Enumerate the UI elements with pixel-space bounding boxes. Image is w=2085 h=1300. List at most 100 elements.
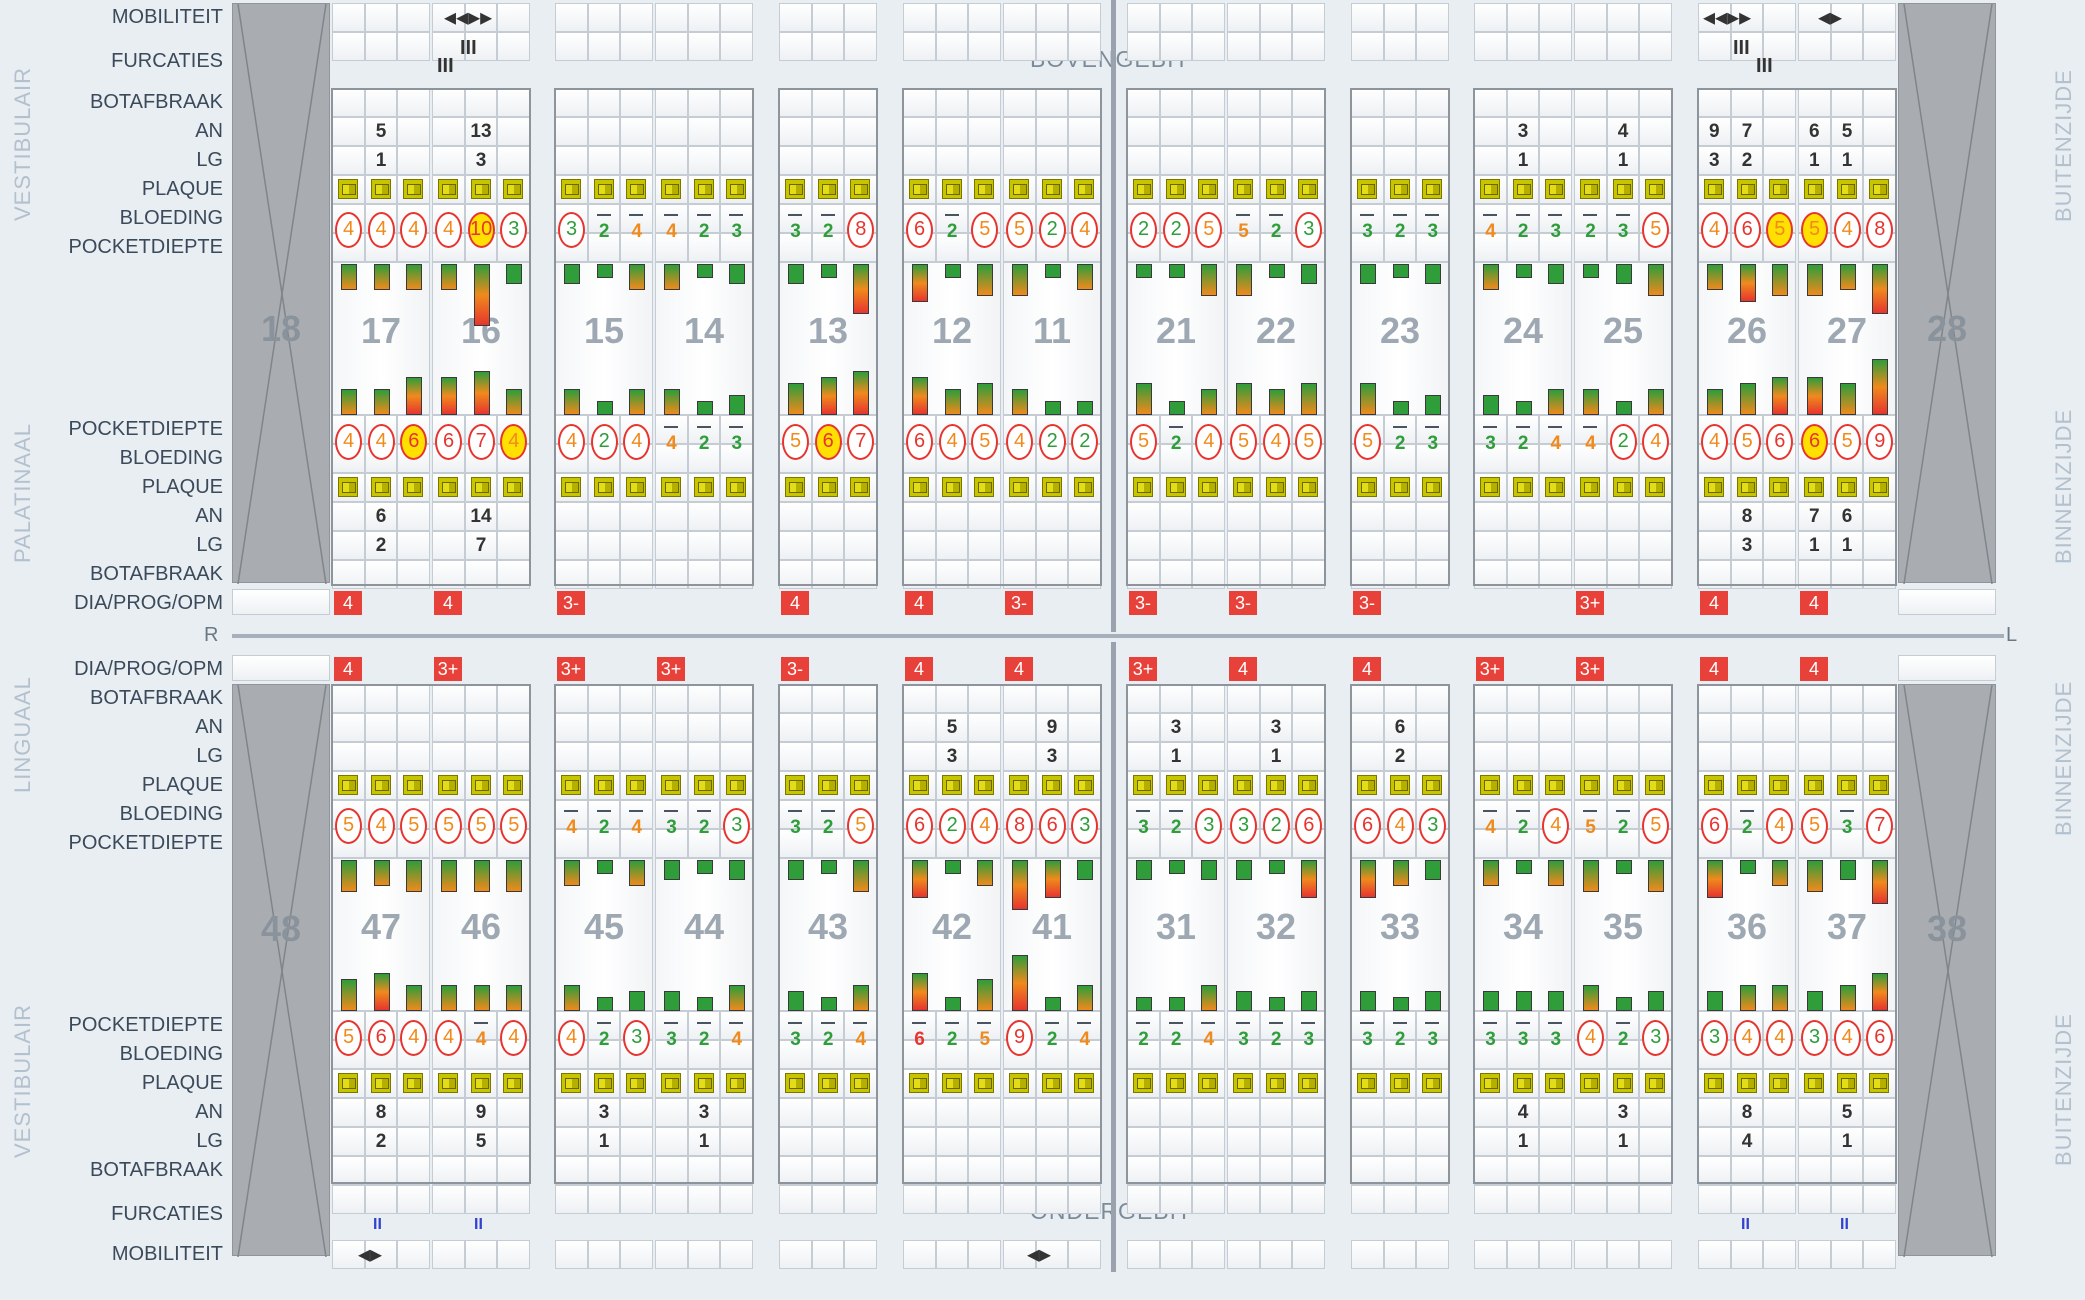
measure-cell[interactable] [1227,1240,1260,1269]
measure-cell[interactable] [464,1011,498,1040]
measure-cell[interactable] [687,233,721,262]
measure-cell[interactable] [1506,88,1540,117]
measure-cell[interactable] [364,1185,398,1214]
measure-cell[interactable] [844,1240,877,1269]
measure-cell[interactable] [968,502,1001,531]
measure-cell[interactable] [1035,1040,1069,1069]
measure-cell[interactable] [1763,1185,1796,1214]
measure-cell[interactable] [1383,1185,1417,1214]
measure-cell[interactable] [1159,1011,1193,1040]
measure-cell[interactable] [1068,1156,1101,1185]
measure-cell[interactable] [432,1127,465,1156]
dia-cell[interactable] [232,655,330,681]
measure-cell[interactable] [1292,1156,1325,1185]
measure-cell[interactable] [587,1185,621,1214]
measure-cell[interactable] [844,1040,877,1069]
measure-cell[interactable] [811,502,845,531]
measure-cell[interactable] [1383,88,1417,117]
measure-cell[interactable] [655,204,688,233]
measure-cell[interactable] [935,146,969,175]
measure-cell[interactable] [332,117,365,146]
measure-cell[interactable] [1159,1185,1193,1214]
measure-cell[interactable] [1506,1098,1540,1127]
measure-cell[interactable] [1639,1240,1672,1269]
measure-cell[interactable] [1730,560,1764,589]
measure-cell[interactable] [332,742,365,771]
diagnosis-tag[interactable]: 4 [905,657,933,681]
measure-cell[interactable] [464,32,498,61]
measure-cell[interactable] [779,502,812,531]
measure-cell[interactable] [903,1156,936,1185]
measure-cell[interactable] [1292,684,1325,713]
measure-cell[interactable] [1506,1156,1540,1185]
measure-cell[interactable] [655,531,688,560]
measure-cell[interactable] [1159,742,1193,771]
measure-cell[interactable] [1830,1127,1864,1156]
measure-cell[interactable] [1798,3,1831,32]
measure-cell[interactable] [935,1156,969,1185]
measure-cell[interactable] [844,742,877,771]
measure-cell[interactable] [1416,32,1449,61]
measure-cell[interactable] [1159,531,1193,560]
measure-cell[interactable] [1035,560,1069,589]
measure-cell[interactable] [1068,3,1101,32]
measure-cell[interactable] [497,3,530,32]
measure-cell[interactable] [687,1127,721,1156]
measure-cell[interactable] [432,146,465,175]
measure-cell[interactable] [1539,684,1572,713]
measure-cell[interactable] [1863,684,1896,713]
measure-cell[interactable] [1698,713,1731,742]
measure-cell[interactable] [1863,88,1896,117]
measure-cell[interactable] [1474,742,1507,771]
measure-cell[interactable] [655,233,688,262]
measure-cell[interactable] [1003,117,1036,146]
measure-cell[interactable] [1227,204,1260,233]
measure-cell[interactable] [1416,415,1449,444]
measure-cell[interactable] [1227,1040,1260,1069]
measure-cell[interactable] [497,713,530,742]
measure-cell[interactable] [1416,742,1449,771]
measure-cell[interactable] [1127,1240,1160,1269]
measure-cell[interactable] [1763,117,1796,146]
measure-cell[interactable] [1506,204,1540,233]
measure-cell[interactable] [1068,1185,1101,1214]
measure-cell[interactable] [464,117,498,146]
measure-cell[interactable] [1292,1127,1325,1156]
measure-cell[interactable] [935,684,969,713]
measure-cell[interactable] [1798,713,1831,742]
measure-cell[interactable] [464,742,498,771]
measure-cell[interactable] [1227,560,1260,589]
measure-cell[interactable] [1416,146,1449,175]
measure-cell[interactable] [1506,800,1540,829]
measure-cell[interactable] [1539,531,1572,560]
measure-cell[interactable] [1606,204,1640,233]
measure-cell[interactable] [720,1240,753,1269]
measure-cell[interactable] [1539,146,1572,175]
measure-cell[interactable] [1351,146,1384,175]
measure-cell[interactable] [844,1185,877,1214]
measure-cell[interactable] [1383,415,1417,444]
measure-cell[interactable] [1192,1127,1225,1156]
measure-cell[interactable] [811,1098,845,1127]
measure-cell[interactable] [811,742,845,771]
measure-cell[interactable] [779,1098,812,1127]
measure-cell[interactable] [1068,531,1101,560]
measure-cell[interactable] [1830,3,1864,32]
measure-cell[interactable] [1159,502,1193,531]
measure-cell[interactable] [1574,233,1607,262]
measure-cell[interactable] [1506,444,1540,473]
measure-cell[interactable] [720,1185,753,1214]
measure-cell[interactable] [1574,1240,1607,1269]
measure-cell[interactable] [1539,117,1572,146]
measure-cell[interactable] [1192,32,1225,61]
measure-cell[interactable] [1474,502,1507,531]
measure-cell[interactable] [1830,1185,1864,1214]
measure-cell[interactable] [687,1098,721,1127]
measure-cell[interactable] [1259,117,1293,146]
measure-cell[interactable] [811,684,845,713]
measure-cell[interactable] [497,1240,530,1269]
measure-cell[interactable] [844,1156,877,1185]
measure-cell[interactable] [397,502,430,531]
measure-cell[interactable] [935,1185,969,1214]
measure-cell[interactable] [903,502,936,531]
